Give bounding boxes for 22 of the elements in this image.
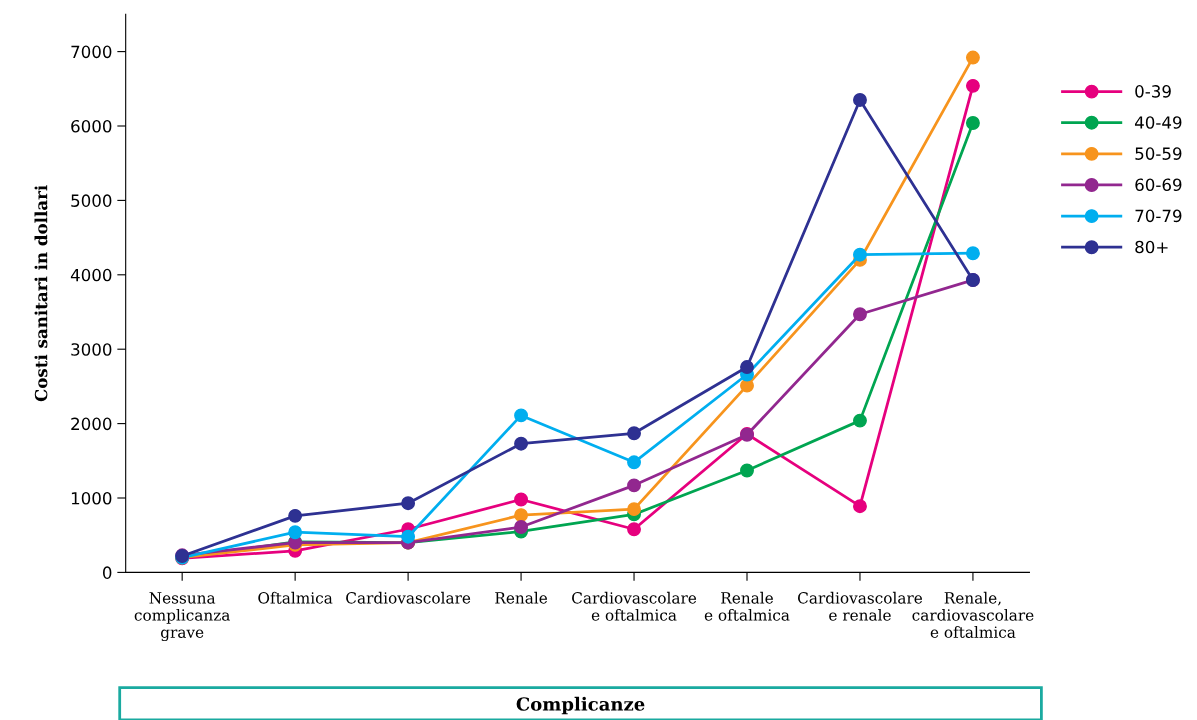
y-tick-label: 5000 — [71, 194, 112, 207]
y-tick-label: 3000 — [71, 343, 112, 356]
y-tick-label: 2000 — [71, 417, 112, 431]
y-tick-label: 1000 — [71, 491, 112, 505]
legend-label: 60-69 — [1135, 178, 1182, 192]
x-tick-label: Oftalmica — [258, 591, 333, 604]
y-tick-label: 7000 — [71, 45, 112, 59]
x-tick-label: Nessuna complicanza grave — [134, 592, 230, 642]
legend-label: 50-59 — [1135, 147, 1182, 160]
y-tick-label: 6000 — [71, 119, 112, 133]
y-tick-label: 4000 — [70, 268, 112, 282]
x-tick-label: Renale — [495, 591, 548, 604]
y-tick-label: 0 — [102, 566, 112, 579]
y-axis-title: Costi sanitari in dollari — [34, 185, 48, 402]
x-axis-title: Complicanze — [516, 696, 645, 715]
legend-label: 0-39 — [1135, 85, 1171, 98]
legend-label: 40-49 — [1134, 116, 1182, 129]
x-tick-label: Renale e oftalmica — [704, 591, 790, 621]
legend-label: 70-79 — [1135, 209, 1182, 223]
x-tick-label: Cardiovascolare — [346, 591, 471, 604]
x-tick-label: Cardiovascolare e oftalmica — [572, 591, 697, 621]
legend-label: 80+ — [1135, 240, 1168, 254]
